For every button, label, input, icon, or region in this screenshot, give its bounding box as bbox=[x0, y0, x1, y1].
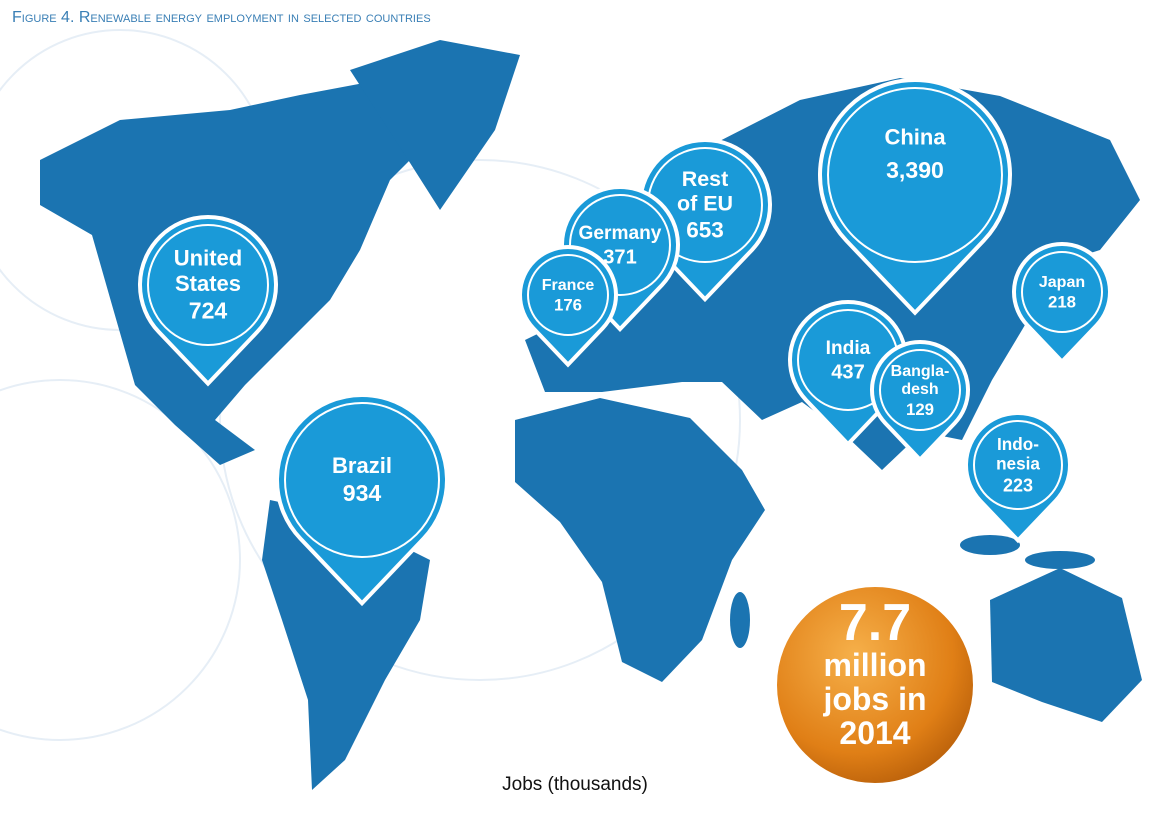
pin-ring bbox=[147, 224, 269, 346]
pin-ring bbox=[879, 349, 961, 431]
pin-shape bbox=[275, 393, 449, 607]
pin-ring bbox=[284, 402, 440, 558]
badge-value: 7.7 bbox=[839, 594, 911, 652]
pin-ring bbox=[827, 87, 1003, 263]
pin-name: States bbox=[175, 271, 241, 296]
pin-name: Brazil bbox=[332, 453, 392, 478]
pin-value: 437 bbox=[831, 361, 865, 383]
pin-name: United bbox=[174, 246, 242, 271]
badge-line: 2014 bbox=[839, 715, 910, 751]
pin-name: Bangla- bbox=[891, 363, 950, 380]
pin-ring bbox=[569, 194, 671, 296]
pin: China 3,390 bbox=[818, 78, 1012, 316]
pin-value: 129 bbox=[906, 400, 934, 419]
pin-shape bbox=[1012, 242, 1112, 365]
pin-value: 218 bbox=[1048, 293, 1076, 312]
pin: Bangla-desh 129 bbox=[870, 340, 970, 463]
pin-shape bbox=[138, 215, 278, 387]
footer-note: Jobs (thousands) bbox=[502, 774, 648, 795]
figure-title: Figure 4. Renewable energy employment in… bbox=[12, 9, 431, 26]
pin-value: 3,390 bbox=[886, 157, 944, 183]
pin-value: 371 bbox=[603, 246, 637, 268]
pin-name: Japan bbox=[1039, 274, 1085, 291]
badge-line: jobs in bbox=[822, 681, 926, 717]
pin-value: 176 bbox=[554, 296, 582, 315]
pin-value: 724 bbox=[189, 297, 228, 323]
pin-ring bbox=[1021, 251, 1103, 333]
pin-name: of EU bbox=[677, 192, 733, 216]
pin-name: desh bbox=[901, 381, 938, 398]
pin-shape bbox=[870, 340, 970, 463]
pin-value: 223 bbox=[1003, 475, 1033, 495]
pin-name: France bbox=[542, 277, 595, 294]
pin-shape bbox=[518, 245, 618, 368]
pin-shape bbox=[818, 78, 1012, 316]
badge-line: million bbox=[823, 647, 926, 683]
pin-name: Rest bbox=[682, 167, 728, 191]
pin-name: nesia bbox=[996, 454, 1040, 474]
pin-ring bbox=[527, 254, 609, 336]
pin-value: 934 bbox=[343, 480, 382, 506]
pin-name: Germany bbox=[579, 223, 662, 244]
pin-ring bbox=[973, 420, 1063, 510]
pin-name: Indo- bbox=[997, 434, 1039, 454]
pin-value: 653 bbox=[686, 218, 724, 243]
pin: Japan 218 bbox=[1012, 242, 1112, 365]
total-badge: 7.7 million jobs in 2014 bbox=[773, 583, 977, 787]
pin-shape bbox=[964, 411, 1072, 544]
badge-circle bbox=[773, 583, 977, 787]
pin-name: China bbox=[884, 124, 946, 149]
pin-name: India bbox=[826, 338, 871, 359]
pin: France 176 bbox=[518, 245, 618, 368]
